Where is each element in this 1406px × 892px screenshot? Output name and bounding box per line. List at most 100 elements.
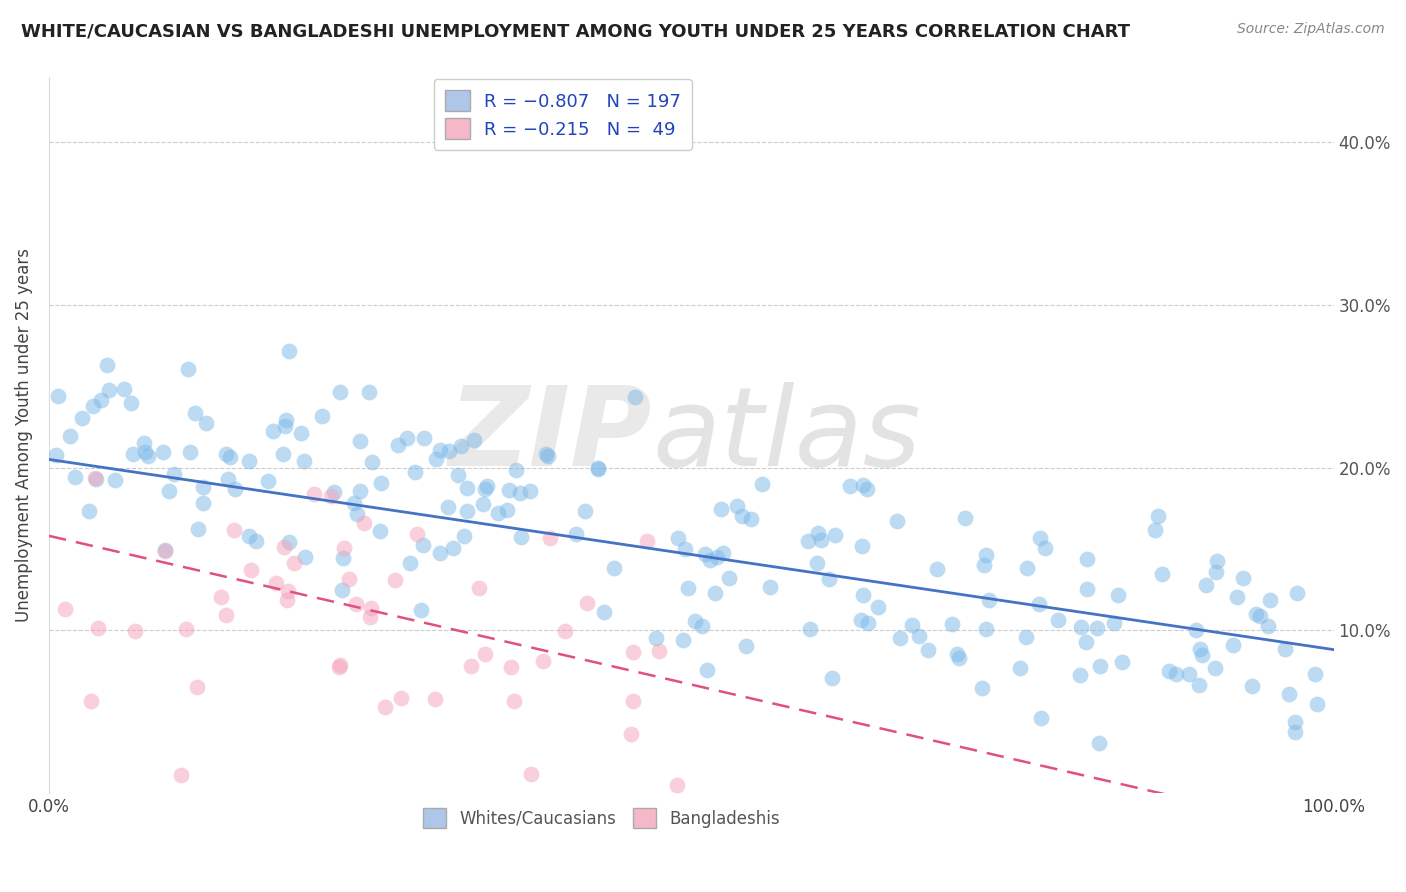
Point	[399, 556, 422, 570]
Point	[1028, 598, 1050, 612]
Y-axis label: Unemployment Among Youth under 25 years: Unemployment Among Youth under 25 years	[15, 248, 32, 622]
Point	[46, 389, 69, 403]
Point	[277, 344, 299, 359]
Point	[395, 431, 418, 445]
Point	[349, 434, 371, 448]
Point	[184, 405, 207, 419]
Point	[370, 524, 392, 538]
Point	[731, 508, 754, 523]
Text: Source: ZipAtlas.com: Source: ZipAtlas.com	[1237, 22, 1385, 37]
Point	[179, 445, 201, 459]
Point	[157, 484, 180, 499]
Point	[277, 583, 299, 598]
Point	[709, 502, 731, 516]
Point	[799, 623, 821, 637]
Point	[215, 607, 238, 622]
Point	[889, 632, 911, 646]
Point	[704, 586, 727, 600]
Point	[941, 617, 963, 632]
Point	[463, 433, 485, 447]
Point	[423, 692, 446, 706]
Point	[467, 582, 489, 596]
Point	[866, 600, 889, 615]
Point	[838, 479, 860, 493]
Point	[486, 506, 509, 520]
Point	[339, 572, 361, 586]
Point	[851, 539, 873, 553]
Point	[328, 660, 350, 674]
Point	[1017, 561, 1039, 575]
Point	[238, 528, 260, 542]
Point	[332, 550, 354, 565]
Point	[194, 417, 217, 431]
Point	[330, 582, 353, 597]
Point	[437, 500, 460, 515]
Point	[238, 453, 260, 467]
Point	[429, 546, 451, 560]
Point	[456, 481, 478, 495]
Point	[696, 664, 718, 678]
Point	[1107, 588, 1129, 602]
Point	[1111, 655, 1133, 669]
Point	[946, 647, 969, 661]
Point	[1029, 711, 1052, 725]
Point	[1184, 623, 1206, 637]
Point	[1088, 736, 1111, 750]
Point	[699, 553, 721, 567]
Point	[45, 448, 67, 462]
Point	[323, 485, 346, 500]
Point	[273, 419, 295, 434]
Point	[304, 487, 326, 501]
Point	[425, 451, 447, 466]
Point	[531, 654, 554, 668]
Point	[672, 633, 695, 648]
Point	[353, 516, 375, 531]
Point	[257, 474, 280, 488]
Point	[973, 558, 995, 572]
Point	[1143, 523, 1166, 537]
Point	[1286, 586, 1309, 600]
Point	[65, 470, 87, 484]
Point	[186, 680, 208, 694]
Point	[412, 538, 434, 552]
Point	[53, 601, 76, 615]
Point	[163, 467, 186, 481]
Point	[644, 631, 666, 645]
Point	[1008, 661, 1031, 675]
Point	[59, 429, 82, 443]
Point	[974, 548, 997, 562]
Point	[505, 463, 527, 477]
Point	[648, 644, 671, 658]
Point	[554, 624, 576, 638]
Point	[84, 471, 107, 485]
Point	[908, 629, 931, 643]
Point	[136, 449, 159, 463]
Point	[856, 615, 879, 630]
Point	[1274, 642, 1296, 657]
Point	[273, 540, 295, 554]
Text: ZIP: ZIP	[450, 382, 652, 489]
Point	[87, 621, 110, 635]
Point	[239, 563, 262, 577]
Point	[411, 603, 433, 617]
Point	[346, 508, 368, 522]
Point	[538, 532, 561, 546]
Point	[1284, 724, 1306, 739]
Point	[214, 448, 236, 462]
Point	[187, 522, 209, 536]
Point	[1226, 591, 1249, 605]
Point	[624, 390, 647, 404]
Point	[219, 450, 242, 465]
Point	[360, 600, 382, 615]
Point	[1249, 609, 1271, 624]
Point	[806, 556, 828, 570]
Point	[389, 690, 412, 705]
Point	[711, 546, 734, 560]
Point	[852, 588, 875, 602]
Point	[818, 572, 841, 586]
Point	[1088, 659, 1111, 673]
Point	[1076, 552, 1098, 566]
Point	[292, 454, 315, 468]
Point	[311, 409, 333, 423]
Point	[475, 478, 498, 492]
